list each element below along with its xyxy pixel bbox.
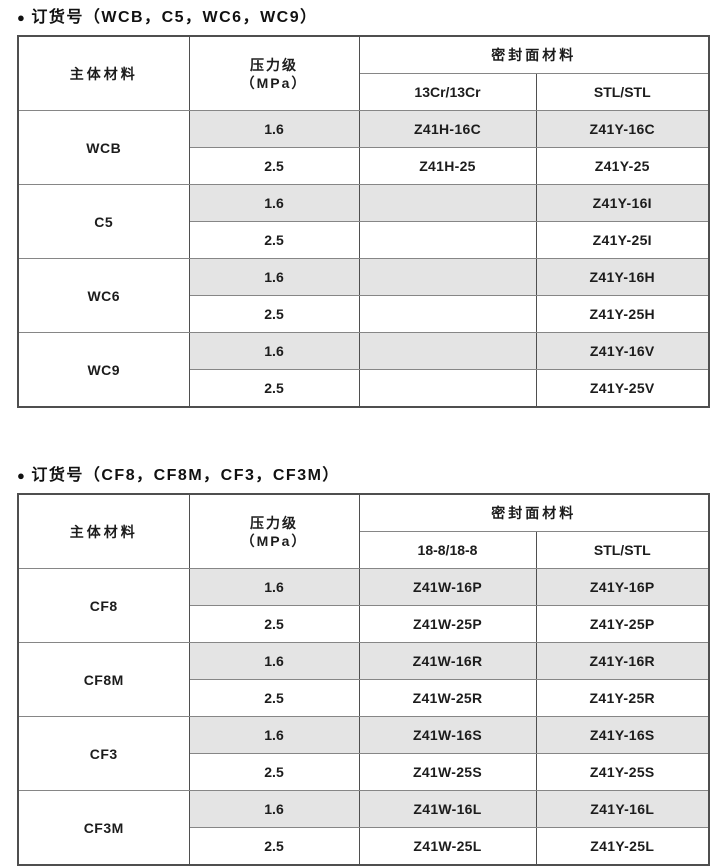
cell-pressure: 1.6 [188, 716, 360, 754]
cell-pressure: 1.6 [188, 332, 360, 370]
cell-order-code [358, 295, 537, 333]
pressure-header-line1: 压力级 [250, 56, 298, 73]
cell-order-code: Z41Y-16I [535, 184, 710, 222]
col-header-body-material: 主体材料 [17, 493, 190, 569]
col-subheader-seal-1: STL/STL [535, 531, 710, 569]
cell-material: CF3M [17, 790, 190, 866]
order-table-stainless-steel: 主体材料 压力级 （MPa） 密封面材料 18-8/18-8 STL/STL CF8 1.6 Z… [17, 493, 710, 866]
col-header-body-material: 主体材料 [17, 35, 190, 111]
table-row: 2.5 Z41W-25L Z41Y-25L [18, 827, 710, 866]
cell-order-code: Z41Y-25 [535, 147, 710, 185]
order-section-1: ● 订货号（WCB，C5，WC6，WC9） 主体材料 压力级 （MPa） 密封面材料 1… [17, 8, 710, 408]
cell-material: WCB [17, 110, 190, 185]
cell-order-code: Z41H-25 [358, 147, 537, 185]
cell-pressure: 1.6 [188, 184, 360, 222]
cell-pressure: 2.5 [188, 147, 360, 185]
order-table-carbon-alloy-steel: 主体材料 压力级 （MPa） 密封面材料 13Cr/13Cr STL/STL WCB 1.6 Z… [17, 35, 710, 408]
cell-order-code: Z41Y-25V [535, 369, 710, 408]
cell-order-code: Z41Y-16C [535, 110, 710, 148]
cell-order-code: Z41W-25S [358, 753, 537, 791]
cell-pressure: 2.5 [188, 827, 360, 866]
cell-order-code: Z41Y-25R [535, 679, 710, 717]
cell-order-code [358, 258, 537, 296]
cell-order-code [358, 184, 537, 222]
bullet-icon: ● [17, 10, 27, 25]
cell-material: WC9 [17, 332, 190, 408]
table-row: 2.5 Z41W-25P Z41Y-25P [18, 605, 710, 643]
cell-order-code: Z41Y-25S [535, 753, 710, 791]
col-subheader-seal-0: 18-8/18-8 [358, 531, 537, 569]
cell-pressure: 1.6 [188, 110, 360, 148]
cell-pressure: 2.5 [188, 369, 360, 408]
table-row: WC9 1.6 Z41Y-16V [17, 332, 710, 408]
cell-order-code [358, 332, 537, 370]
cell-order-code: Z41W-16R [358, 642, 537, 680]
cell-order-code: Z41Y-25H [535, 295, 710, 333]
table-row: 2.5 Z41W-25R Z41Y-25R [18, 679, 710, 717]
cell-material: WC6 [17, 258, 190, 333]
col-subheader-seal-1: STL/STL [535, 73, 710, 111]
cell-order-code: Z41Y-16L [535, 790, 710, 828]
cell-pressure: 2.5 [188, 753, 360, 791]
section-title-text: 订货号（WCB，C5，WC6，WC9） [31, 9, 318, 26]
table-row: 2.5 Z41H-25 Z41Y-25 [18, 147, 710, 185]
cell-order-code: Z41Y-16H [535, 258, 710, 296]
section-title-text: 订货号（CF8，CF8M，CF3，CF3M） [31, 467, 340, 484]
pressure-header-line2: （MPa） [240, 74, 308, 91]
cell-order-code: Z41W-16S [358, 716, 537, 754]
cell-pressure: 1.6 [188, 642, 360, 680]
cell-pressure: 2.5 [188, 679, 360, 717]
col-header-pressure: 压力级 （MPa） [188, 35, 360, 111]
cell-material: CF3 [17, 716, 190, 791]
cell-order-code: Z41W-16P [358, 568, 537, 606]
cell-order-code: Z41W-16L [358, 790, 537, 828]
table-row: WC6 1.6 Z41Y-16H [17, 258, 710, 333]
cell-order-code: Z41Y-25I [535, 221, 710, 259]
cell-material: CF8 [17, 568, 190, 643]
table-row: CF8 1.6 Z41W-16P Z41Y-16P [17, 568, 710, 643]
table-row: 2.5 Z41Y-25H [18, 295, 710, 333]
section-title-1: ● 订货号（WCB，C5，WC6，WC9） [17, 8, 708, 28]
order-section-2: ● 订货号（CF8，CF8M，CF3，CF3M） 主体材料 压力级 （MPa） 密封面… [17, 466, 710, 866]
table-row: 2.5 Z41Y-25V [18, 369, 710, 408]
cell-order-code [358, 369, 537, 408]
table-row: CF3 1.6 Z41W-16S Z41Y-16S [17, 716, 710, 791]
table-row: WCB 1.6 Z41H-16C Z41Y-16C [17, 110, 710, 185]
cell-pressure: 2.5 [188, 605, 360, 643]
pressure-header-line2: （MPa） [240, 532, 308, 549]
pressure-header-line1: 压力级 [250, 514, 298, 531]
cell-order-code: Z41Y-16V [535, 332, 710, 370]
cell-material: CF8M [17, 642, 190, 717]
cell-pressure: 1.6 [188, 258, 360, 296]
table-row: CF3M 1.6 Z41W-16L Z41Y-16L [17, 790, 710, 866]
table-row: 2.5 Z41W-25S Z41Y-25S [18, 753, 710, 791]
cell-order-code: Z41W-25P [358, 605, 537, 643]
cell-order-code: Z41Y-16P [535, 568, 710, 606]
cell-order-code: Z41Y-16S [535, 716, 710, 754]
col-subheader-seal-0: 13Cr/13Cr [358, 73, 537, 111]
cell-pressure: 2.5 [188, 221, 360, 259]
section-title-2: ● 订货号（CF8，CF8M，CF3，CF3M） [17, 466, 708, 486]
cell-order-code: Z41W-25R [358, 679, 537, 717]
cell-order-code: Z41Y-16R [535, 642, 710, 680]
bullet-icon: ● [17, 468, 27, 483]
table-row: CF8M 1.6 Z41W-16R Z41Y-16R [17, 642, 710, 717]
cell-pressure: 1.6 [188, 790, 360, 828]
col-header-seal-material: 密封面材料 [358, 35, 710, 74]
cell-order-code: Z41Y-25P [535, 605, 710, 643]
cell-order-code: Z41Y-25L [535, 827, 710, 866]
cell-order-code: Z41W-25L [358, 827, 537, 866]
col-header-pressure: 压力级 （MPa） [188, 493, 360, 569]
cell-order-code [358, 221, 537, 259]
cell-material: C5 [17, 184, 190, 259]
cell-order-code: Z41H-16C [358, 110, 537, 148]
col-header-seal-material: 密封面材料 [358, 493, 710, 532]
table-row: 2.5 Z41Y-25I [18, 221, 710, 259]
table-row: C5 1.6 Z41Y-16I [17, 184, 710, 259]
cell-pressure: 2.5 [188, 295, 360, 333]
cell-pressure: 1.6 [188, 568, 360, 606]
